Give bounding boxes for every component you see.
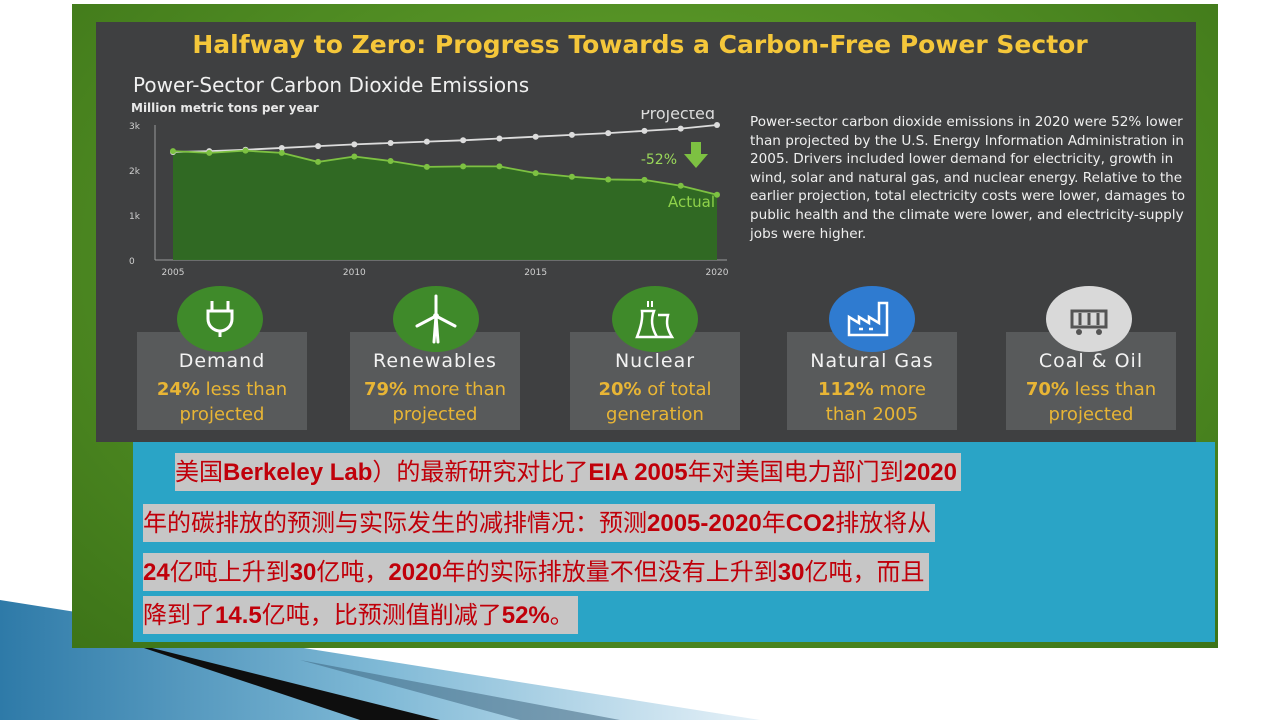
x-tick-label: 2010: [343, 268, 366, 278]
projected-line: [172, 124, 718, 153]
down-arrow-icon: [684, 142, 708, 168]
y-tick-label: 2k: [129, 167, 141, 177]
actual-line: [172, 149, 718, 196]
actual-point: [532, 170, 539, 177]
card-stat: 70% less than projected: [1025, 379, 1157, 425]
actual-point: [351, 153, 358, 160]
reduction-annotation: -52%: [641, 152, 677, 168]
actual-point: [460, 163, 467, 170]
projected-point: [496, 135, 503, 142]
actual-point: [387, 158, 394, 164]
x-tick-label: 2015: [524, 268, 547, 278]
projected-series-label: Projected: [640, 110, 715, 123]
y-tick-label: 0: [129, 257, 135, 267]
y-tick-label: 3k: [129, 122, 141, 132]
projected-point: [460, 137, 467, 144]
card-title: Demand: [178, 350, 266, 372]
emissions-chart: 0 1k 2k 3k 2005 2010 2015 2020 Projected Actual -5…: [129, 110, 729, 278]
projected-point: [677, 125, 684, 132]
actual-point: [206, 149, 213, 156]
card-stat: 79% more than projected: [363, 379, 507, 425]
x-tick-label: 2020: [706, 268, 729, 278]
actual-series-label: Actual: [668, 193, 715, 211]
coal-cart-icon: [1046, 286, 1132, 352]
actual-point: [278, 149, 285, 156]
actual-point: [496, 163, 503, 170]
actual-point: [170, 148, 176, 155]
card-stat: 112% more than 2005: [818, 379, 926, 425]
projected-point: [641, 127, 648, 134]
caption-line-2: 年的碳排放的预测与实际发生的减排情况：预测2005-2020年CO2排放将从: [143, 504, 936, 542]
y-axis-label: Million metric tons per year: [131, 101, 319, 115]
chart-title: Power-Sector Carbon Dioxide Emissions: [133, 73, 530, 97]
actual-point: [641, 176, 648, 183]
x-tick-label: 2005: [162, 268, 185, 278]
projected-point: [315, 143, 322, 150]
projected-point: [532, 133, 539, 140]
card-title: Natural Gas: [810, 350, 934, 372]
factory-icon: [829, 286, 915, 352]
projected-point: [605, 130, 612, 137]
chart-description: Power-sector carbon dioxide emissions in…: [750, 114, 1186, 242]
card-title: Coal & Oil: [1038, 350, 1144, 372]
caption-line-1: 美国Berkeley Lab）的最新研究对比了EIA 2005年对美国电力部门到…: [175, 453, 961, 491]
card-stat: 24% less than projected: [156, 379, 288, 425]
projected-point: [568, 131, 575, 138]
actual-point: [423, 163, 430, 170]
actual-point: [568, 173, 575, 180]
projected-point: [423, 138, 430, 145]
wind-turbine-icon: [393, 286, 479, 352]
actual-point: [677, 182, 684, 189]
actual-point: [605, 176, 612, 183]
projected-point: [351, 141, 358, 148]
projected-point: [278, 144, 285, 151]
actual-point: [315, 158, 322, 165]
plug-icon: [177, 286, 263, 352]
card-stat: 20% of total generation: [598, 379, 712, 425]
card-nuclear: Nuclear 20% of total generation: [570, 332, 740, 430]
projected-point: [387, 140, 394, 146]
card-natural-gas: Natural Gas 112% more than 2005: [787, 332, 957, 430]
card-title: Nuclear: [614, 350, 696, 372]
cooling-tower-icon: [612, 286, 698, 352]
actual-point: [714, 191, 720, 198]
actual-point: [242, 147, 249, 154]
caption-line-3: 24亿吨上升到30亿吨，2020年的实际排放量不但没有上升到30亿吨，而且: [143, 553, 929, 591]
projected-point: [714, 122, 720, 128]
card-title: Renewables: [373, 350, 497, 372]
y-tick-label: 1k: [129, 212, 141, 222]
infographic-title: Halfway to Zero: Progress Towards a Carb…: [192, 30, 1088, 59]
caption-line-4: 降到了14.5亿吨，比预测值削减了52%。: [143, 596, 578, 634]
